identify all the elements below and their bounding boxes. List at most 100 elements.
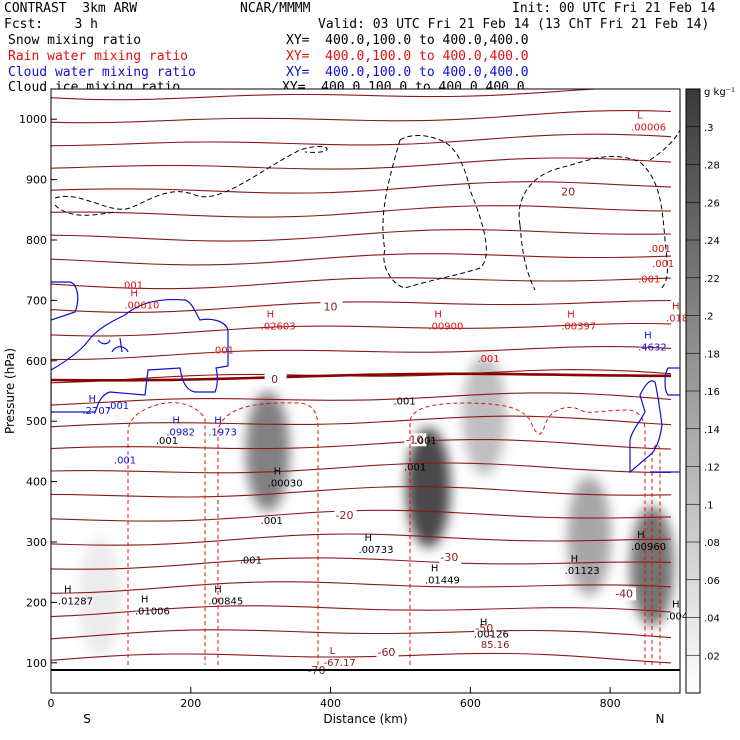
field-label-cloud-water: Cloud water mixing ratio (8, 65, 196, 80)
temperature-contour (51, 486, 672, 498)
y-tick-label: 500 (26, 415, 47, 428)
temperature-label-bg (264, 372, 287, 386)
temperature-contour (51, 299, 672, 313)
extremum-value: .00397 (561, 322, 596, 333)
temperature-label-bg (439, 551, 462, 565)
temperature-contour (51, 415, 672, 428)
extremum-marker: H (141, 595, 149, 606)
x-tick-label: 800 (600, 697, 621, 710)
temperature-contour (51, 509, 672, 522)
temperature-label-bg (320, 300, 343, 314)
extremum-marker: H (480, 618, 488, 629)
extrema-labels: H.01287 H.01006H.00845H.00030H.00733H.014… (58, 110, 695, 669)
temperature-contour (51, 110, 672, 124)
cloud-ice-contour (54, 146, 328, 210)
temperature-contour (51, 462, 672, 474)
cloud-ice-contour (382, 135, 487, 289)
cloud-ice-contour-label: .001 (240, 556, 262, 567)
colorbar-label: .1 (704, 500, 714, 511)
extremum-value: .00126 (474, 630, 509, 641)
extremum-value: .02603 (261, 322, 296, 333)
extremum-marker: H (637, 530, 645, 541)
colorbar-label: .12 (704, 463, 720, 474)
x-axis-label: Distance (km) (323, 712, 407, 726)
colorbar-unit: g kg⁻¹ (704, 87, 735, 98)
temperature-label-bg (614, 587, 637, 601)
colorbar-label: .24 (704, 236, 720, 247)
extremum-marker: H (267, 310, 275, 321)
x-end-label-right: N (656, 712, 665, 726)
extremum-marker: H (567, 310, 575, 321)
valid-time: Valid: 03 UTC Fri 21 Feb 14 (13 ChT Fri … (318, 17, 710, 32)
temperature-label-bg (334, 508, 357, 522)
y-tick-label: 900 (26, 174, 47, 187)
field-xy-snow: XY= 400.0,100.0 to 400.0,400.0 (286, 33, 529, 48)
temperature-label: -30 (440, 551, 458, 564)
temperature-label-bg (376, 645, 399, 659)
temperature-contour (51, 89, 607, 101)
field-label-snow: Snow mixing ratio (8, 33, 142, 48)
temperature-label-bg (474, 621, 497, 635)
extremum-value: .00845 (208, 596, 243, 607)
colorbar-label: .14 (704, 425, 720, 436)
cloud-ice-contour (649, 129, 680, 161)
temperature-contour (51, 652, 672, 664)
temperature-label: 20 (561, 186, 575, 199)
extremum-value: .2707 (82, 406, 111, 417)
x-end-label-left: S (83, 712, 91, 726)
extremum-marker: H (274, 467, 282, 478)
colorbar-label: .22 (704, 274, 720, 285)
x-tick-label: 0 (48, 697, 55, 710)
extremum-marker: L (637, 110, 643, 121)
extremum-marker: H (172, 415, 180, 426)
cloud-water-contour-label: .001 (107, 401, 129, 412)
temperature-label-bg (404, 433, 427, 447)
model-title: CONTRAST 3km ARW (4, 1, 138, 16)
colorbar-label: .08 (704, 538, 720, 549)
temperature-contour (51, 181, 672, 194)
temperature-contour (51, 133, 672, 147)
temperature-contour (51, 392, 672, 406)
temperature-contour (51, 605, 672, 618)
colorbar-label: .16 (704, 387, 720, 398)
y-tick-label: 200 (26, 596, 47, 609)
colorbar-label: .2 (704, 312, 714, 323)
temperature-contour (51, 157, 672, 170)
extremum-value: .00006 (631, 122, 666, 133)
extremum-value: -67.17 (324, 658, 356, 669)
extremum-marker: H (88, 394, 96, 405)
y-tick-label: 300 (26, 536, 47, 549)
cloud-water-contour-label: .001 (114, 455, 136, 466)
snow-shade (567, 475, 612, 596)
extremum-marker: H (214, 584, 222, 595)
extremum-value: .0045 (666, 612, 695, 623)
rain-contours (127, 402, 661, 665)
cloud-ice-contour-label: .001 (404, 463, 426, 474)
cloud-ice-contour-label: .001 (414, 436, 436, 447)
cloud-ice-contour (54, 204, 116, 216)
extremum-marker: L (330, 646, 336, 657)
colorbar-label: .02 (704, 651, 720, 662)
freezing-level (51, 372, 671, 382)
colorbar: .02 .04 .06 .08 .1 .12 .14 .16 .18 .2 .22 .24 .26 .28… (685, 87, 735, 694)
temperature-label-bg (558, 185, 581, 199)
extremum-value: .00610 (124, 300, 159, 311)
extremum-marker: H (431, 563, 439, 574)
cloud-water-contour (629, 367, 680, 474)
temperature-label: -10 (405, 433, 423, 446)
extremum-value: .00960 (631, 542, 666, 553)
init-label: Init: 00 UTC Fri 21 Feb 14 (512, 1, 716, 16)
y-tick-label: 700 (26, 294, 47, 307)
extremum-value: .01006 (135, 607, 170, 618)
rain-contour (409, 402, 646, 665)
extremum-value: .00900 (428, 322, 463, 333)
temperature-contour (51, 229, 672, 242)
extremum-value: .1973 (208, 427, 237, 438)
axes: 0 200 400 600 800100200300400500600700800900… (3, 88, 681, 726)
extremum-marker: H (365, 533, 373, 544)
temperature-label: 0 (271, 373, 278, 386)
extremum-marker: H (672, 600, 680, 611)
cloud-water-contour (51, 298, 229, 413)
temperature-contour (51, 581, 672, 594)
